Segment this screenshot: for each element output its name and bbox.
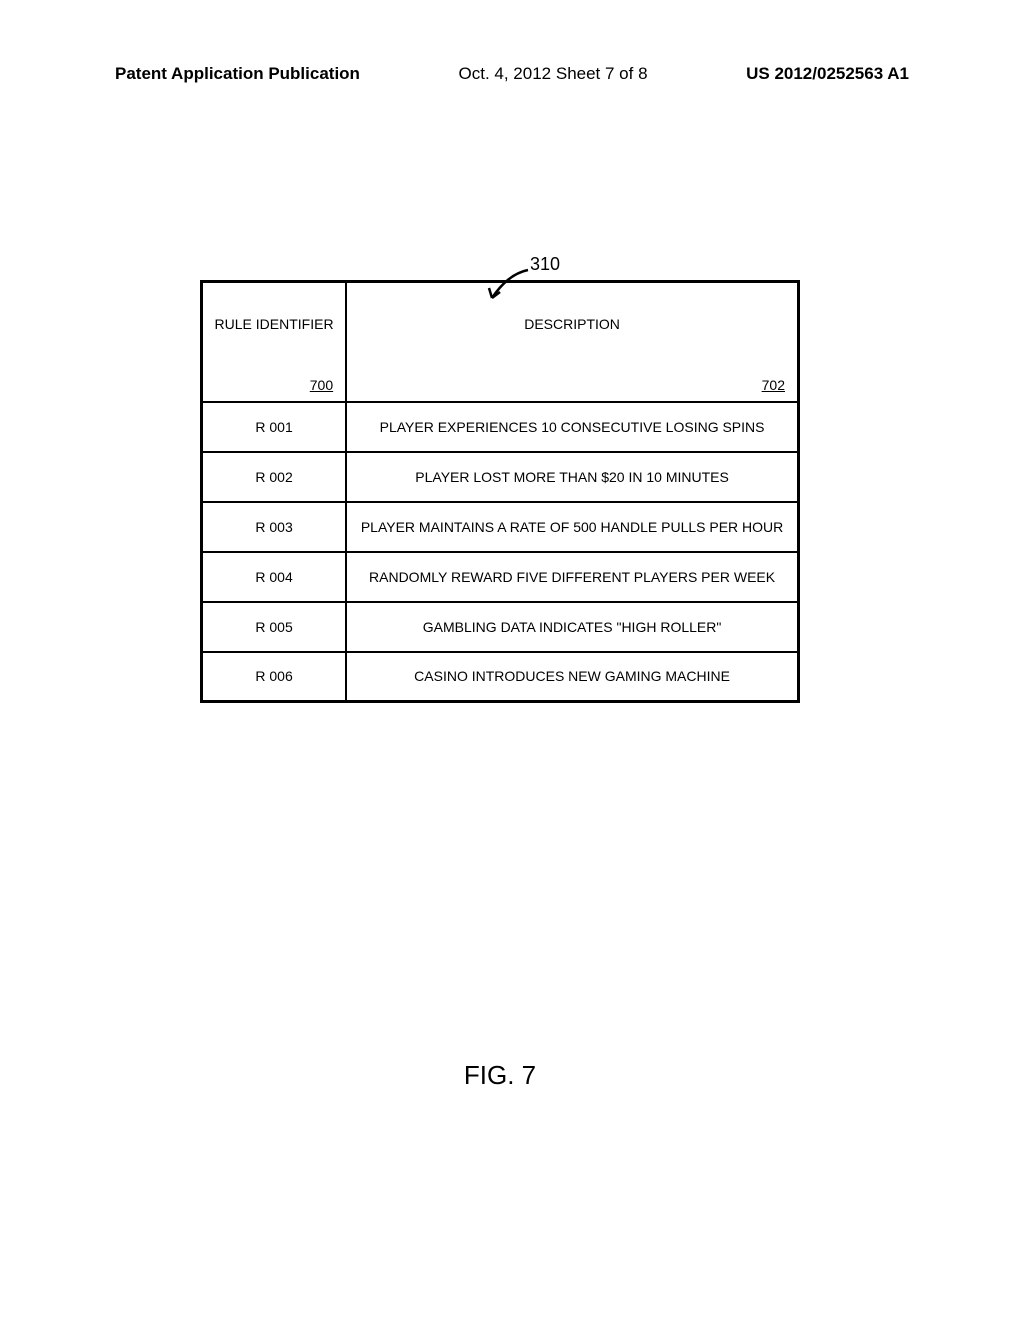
rule-id-cell: R 001 bbox=[202, 402, 347, 452]
rule-desc-cell: PLAYER EXPERIENCES 10 CONSECUTIVE LOSING… bbox=[346, 402, 798, 452]
table-header-row: RULE IDENTIFIER 700 DESCRIPTION 702 bbox=[202, 282, 799, 402]
rule-desc-cell: GAMBLING DATA INDICATES "HIGH ROLLER" bbox=[346, 602, 798, 652]
rule-desc-cell: RANDOMLY REWARD FIVE DIFFERENT PLAYERS P… bbox=[346, 552, 798, 602]
rule-id-cell: R 006 bbox=[202, 652, 347, 702]
column-title-description: DESCRIPTION bbox=[357, 316, 787, 332]
ref-number-310: 310 bbox=[530, 254, 560, 275]
figure-caption: FIG. 7 bbox=[200, 1060, 800, 1091]
column-header-description: DESCRIPTION 702 bbox=[346, 282, 798, 402]
table-body: R 001 PLAYER EXPERIENCES 10 CONSECUTIVE … bbox=[202, 402, 799, 702]
column-title-rule-id: RULE IDENTIFIER bbox=[213, 316, 335, 332]
table-row: R 002 PLAYER LOST MORE THAN $20 IN 10 MI… bbox=[202, 452, 799, 502]
header-patent-number: US 2012/0252563 A1 bbox=[746, 64, 909, 84]
column-header-rule-id: RULE IDENTIFIER 700 bbox=[202, 282, 347, 402]
rule-id-cell: R 004 bbox=[202, 552, 347, 602]
header-date-sheet: Oct. 4, 2012 Sheet 7 of 8 bbox=[459, 64, 648, 84]
column-ref-700: 700 bbox=[310, 377, 333, 393]
rule-desc-cell: PLAYER MAINTAINS A RATE OF 500 HANDLE PU… bbox=[346, 502, 798, 552]
rule-desc-cell: PLAYER LOST MORE THAN $20 IN 10 MINUTES bbox=[346, 452, 798, 502]
table-row: R 005 GAMBLING DATA INDICATES "HIGH ROLL… bbox=[202, 602, 799, 652]
table-row: R 001 PLAYER EXPERIENCES 10 CONSECUTIVE … bbox=[202, 402, 799, 452]
rules-table: RULE IDENTIFIER 700 DESCRIPTION 702 R 00… bbox=[200, 280, 800, 703]
table-row: R 003 PLAYER MAINTAINS A RATE OF 500 HAN… bbox=[202, 502, 799, 552]
rule-id-cell: R 003 bbox=[202, 502, 347, 552]
table-row: R 006 CASINO INTRODUCES NEW GAMING MACHI… bbox=[202, 652, 799, 702]
page-header: Patent Application Publication Oct. 4, 2… bbox=[0, 64, 1024, 84]
rule-id-cell: R 002 bbox=[202, 452, 347, 502]
column-ref-702: 702 bbox=[762, 377, 785, 393]
rule-desc-cell: CASINO INTRODUCES NEW GAMING MACHINE bbox=[346, 652, 798, 702]
figure-area: 310 RULE IDENTIFIER 700 DESCRIPTION 702 … bbox=[200, 280, 800, 703]
rule-id-cell: R 005 bbox=[202, 602, 347, 652]
table-row: R 004 RANDOMLY REWARD FIVE DIFFERENT PLA… bbox=[202, 552, 799, 602]
header-publication: Patent Application Publication bbox=[115, 64, 360, 84]
